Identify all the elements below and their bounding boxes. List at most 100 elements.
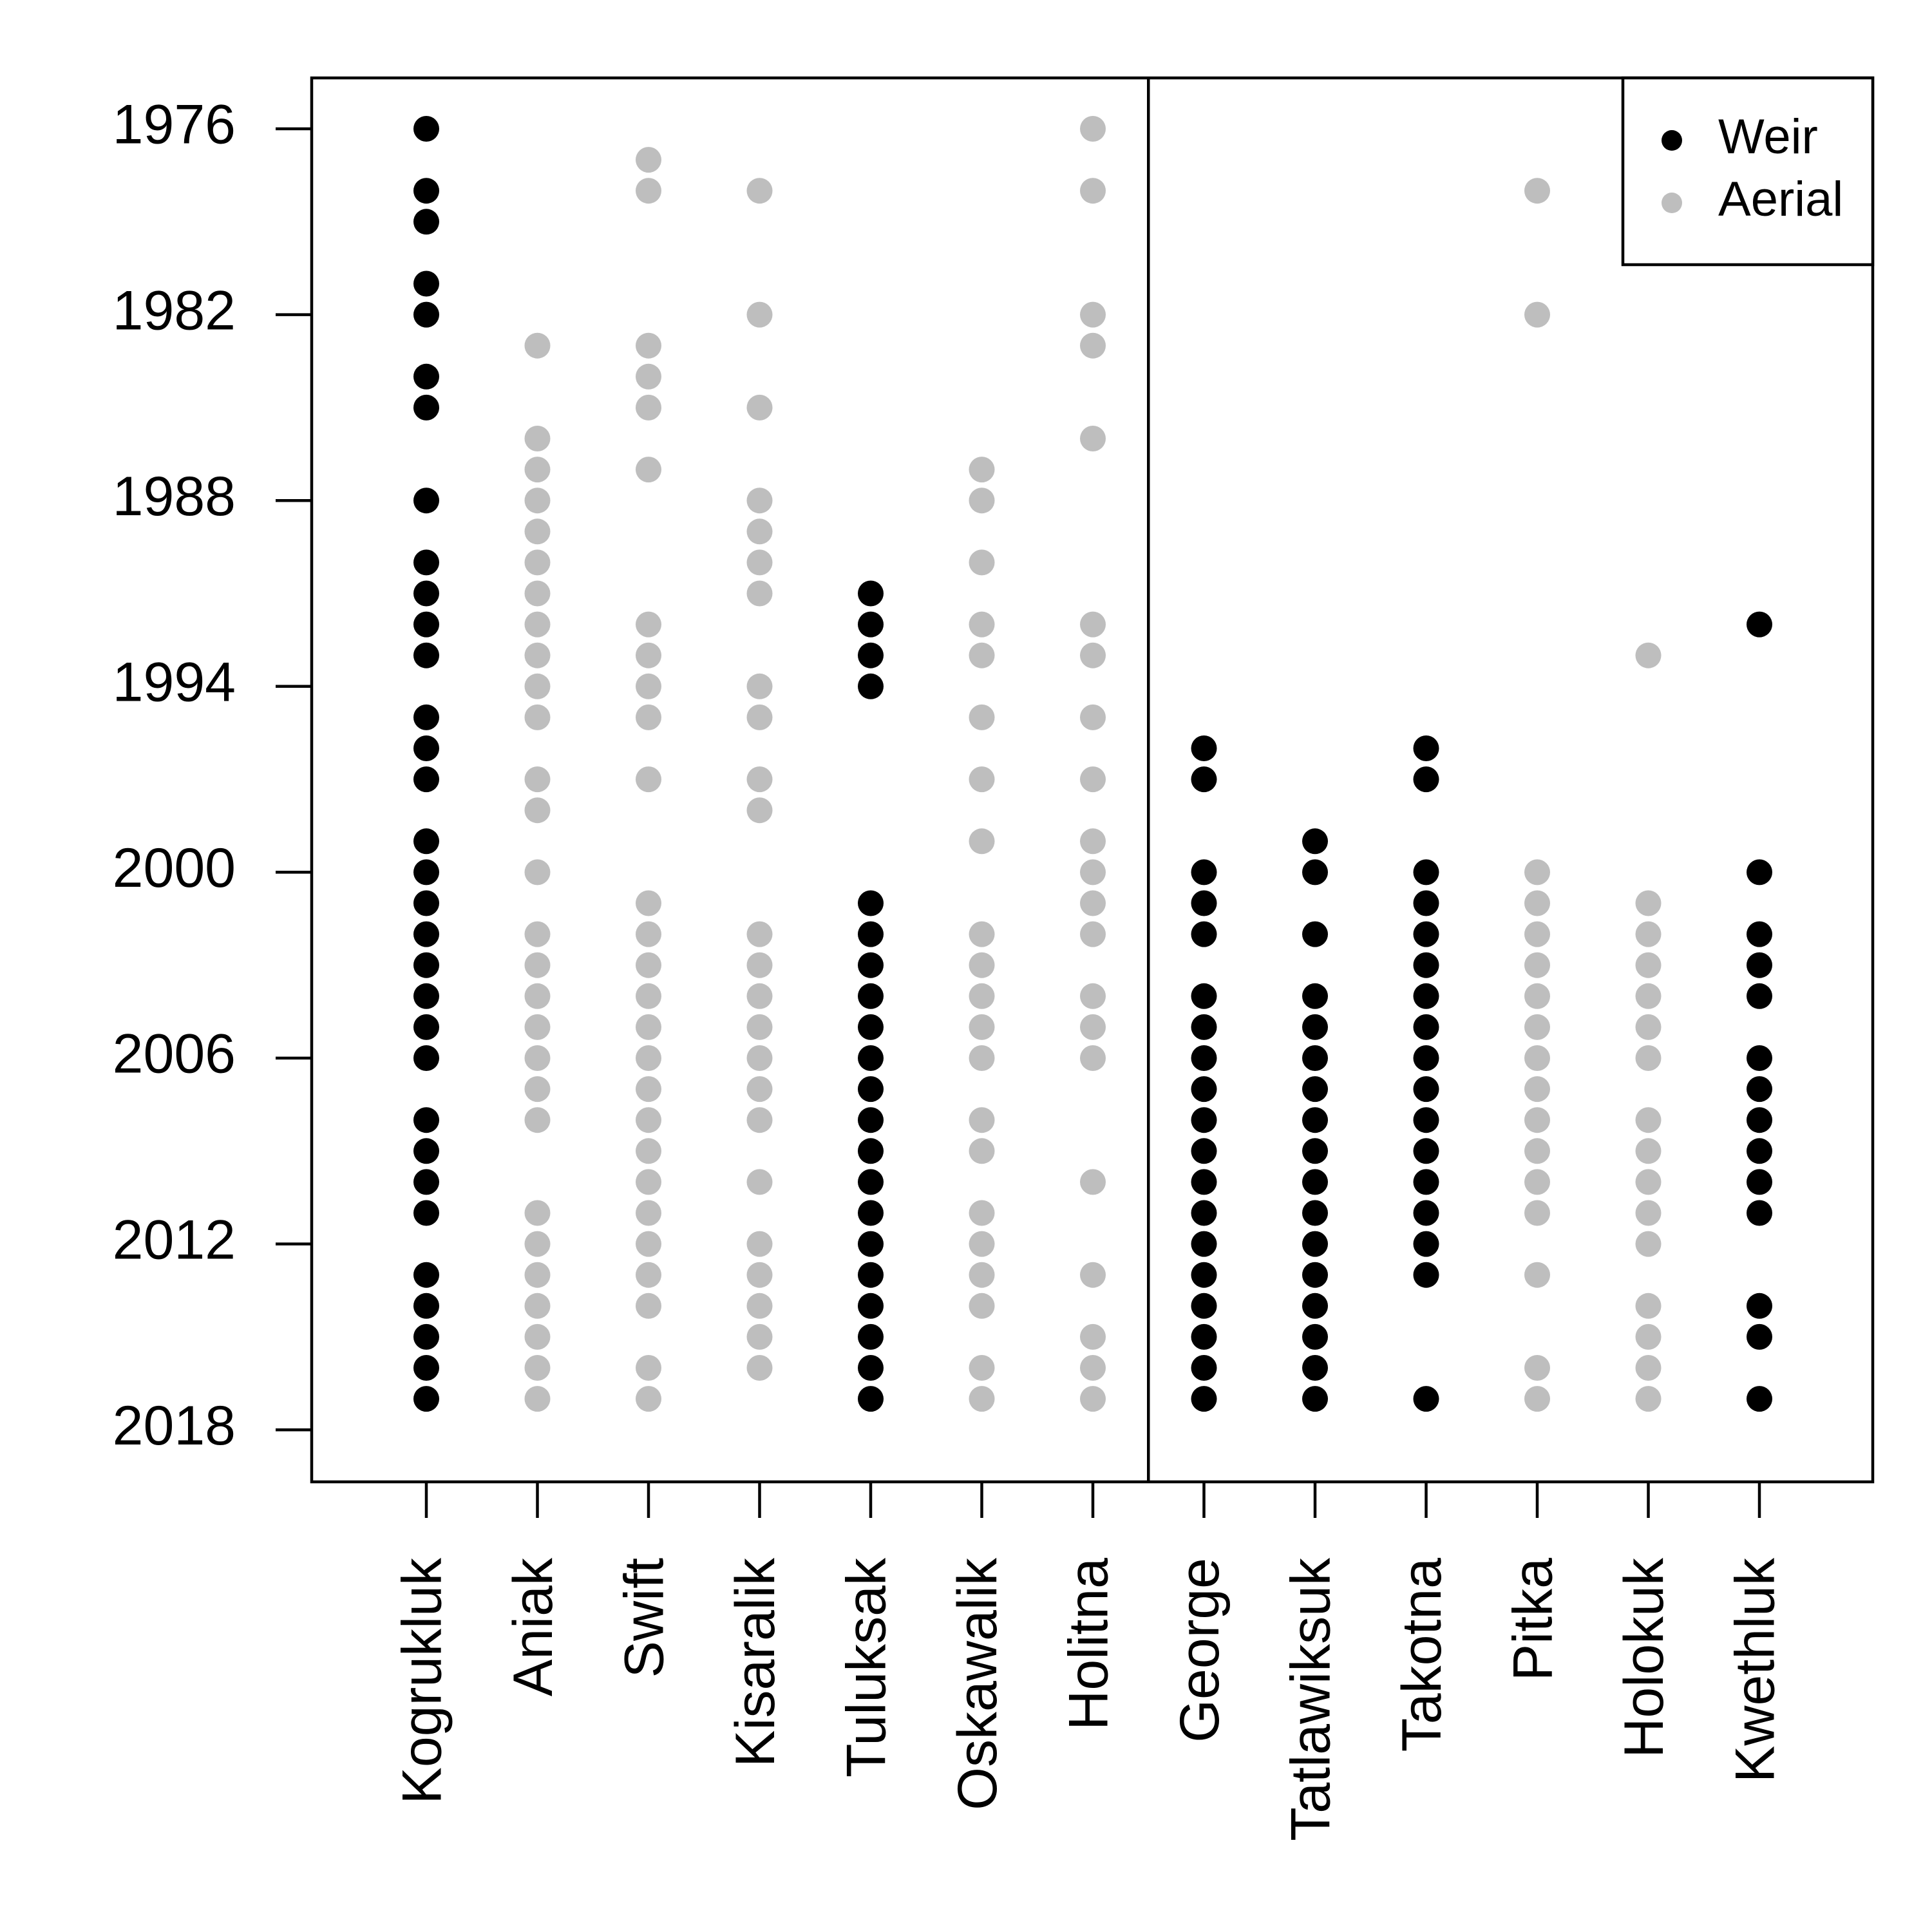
point-tuluksak-2013 — [858, 1262, 884, 1288]
point-swift-1994 — [636, 673, 661, 699]
point-oskawalik-1993 — [969, 642, 995, 668]
point-swift-2008 — [636, 1107, 661, 1133]
point-holokuk-2016 — [1635, 1355, 1662, 1381]
point-oskawalik-2002 — [969, 921, 995, 947]
legend-label-weir: Weir — [1718, 109, 1818, 164]
point-tatlawiksuk-2002 — [1302, 921, 1328, 947]
point-swift-2002 — [636, 921, 661, 947]
y-tick-label-2000: 2000 — [113, 837, 236, 899]
point-tatlawiksuk-2013 — [1302, 1262, 1328, 1288]
point-pitka-2007 — [1524, 1076, 1550, 1103]
point-george-2017 — [1191, 1386, 1217, 1412]
point-pitka-2001 — [1524, 890, 1550, 916]
point-swift-2007 — [636, 1076, 661, 1103]
y-tick-label-1988: 1988 — [113, 466, 236, 527]
point-george-2005 — [1191, 1014, 1217, 1040]
point-pitka-2005 — [1524, 1014, 1550, 1040]
point-aniak-1986 — [524, 426, 551, 451]
point-george-1997 — [1191, 766, 1217, 793]
point-takotna-2002 — [1413, 921, 1439, 947]
point-aniak-2016 — [524, 1355, 551, 1381]
point-aniak-2007 — [524, 1076, 551, 1103]
point-takotna-2009 — [1413, 1138, 1439, 1164]
point-kisaralik-2002 — [746, 921, 773, 947]
point-holokuk-2008 — [1635, 1107, 1662, 1133]
point-kisaralik-1989 — [746, 518, 773, 545]
point-george-2013 — [1191, 1262, 1217, 1288]
x-tick-label-tatlawiksuk: Tatlawiksuk — [1280, 1557, 1342, 1841]
x-tick-label-aniak: Aniak — [502, 1557, 564, 1696]
point-tatlawiksuk-2009 — [1302, 1138, 1328, 1164]
point-kogrukluk-2016 — [413, 1355, 439, 1381]
point-aniak-2012 — [524, 1231, 551, 1257]
point-oskawalik-1997 — [969, 766, 995, 793]
point-aniak-1993 — [524, 642, 551, 668]
point-swift-2012 — [636, 1231, 661, 1257]
point-kwethluk-2011 — [1747, 1200, 1772, 1226]
point-aniak-2005 — [524, 1014, 551, 1040]
point-tuluksak-1994 — [858, 673, 884, 699]
point-aniak-2013 — [524, 1262, 551, 1288]
point-kwethluk-2006 — [1747, 1045, 1772, 1071]
point-takotna-2010 — [1413, 1169, 1439, 1195]
point-holitna-1992 — [1080, 611, 1106, 638]
point-oskawalik-1987 — [969, 457, 995, 483]
point-kogrukluk-1992 — [413, 611, 439, 638]
point-kisaralik-1978 — [746, 178, 773, 204]
x-tick-label-kwethluk: Kwethluk — [1725, 1557, 1786, 1783]
point-swift-1995 — [636, 704, 661, 730]
point-aniak-1990 — [524, 549, 551, 576]
point-oskawalik-1990 — [969, 549, 995, 576]
point-george-2012 — [1191, 1231, 1217, 1257]
point-kisaralik-2008 — [746, 1107, 773, 1133]
point-kogrukluk-2003 — [413, 952, 439, 978]
point-holitna-1993 — [1080, 642, 1106, 668]
point-kogrukluk-2000 — [413, 859, 439, 886]
point-tuluksak-2014 — [858, 1293, 884, 1319]
point-aniak-1983 — [524, 332, 551, 359]
point-holitna-1978 — [1080, 178, 1106, 204]
point-swift-2004 — [636, 983, 661, 1009]
point-swift-2017 — [636, 1386, 661, 1412]
x-tick-label-takotna: Takotna — [1391, 1558, 1453, 1752]
point-pitka-1978 — [1524, 178, 1550, 204]
point-oskawalik-2003 — [969, 952, 995, 978]
point-kwethluk-2000 — [1747, 859, 1772, 886]
point-kogrukluk-2017 — [413, 1386, 439, 1412]
point-takotna-2012 — [1413, 1231, 1439, 1257]
point-kogrukluk-2008 — [413, 1107, 439, 1133]
point-kogrukluk-1981 — [413, 270, 439, 297]
point-kogrukluk-2015 — [413, 1323, 439, 1350]
point-holitna-1995 — [1080, 704, 1106, 730]
point-takotna-2013 — [1413, 1262, 1439, 1288]
point-holokuk-2004 — [1635, 983, 1662, 1009]
point-george-2011 — [1191, 1200, 1217, 1226]
point-kwethluk-1992 — [1747, 611, 1772, 638]
point-pitka-2017 — [1524, 1386, 1550, 1412]
point-kogrukluk-1979 — [413, 209, 439, 235]
point-holokuk-2001 — [1635, 890, 1662, 916]
point-swift-2009 — [636, 1138, 661, 1164]
point-kwethluk-2009 — [1747, 1138, 1772, 1164]
point-holitna-2016 — [1080, 1355, 1106, 1381]
point-takotna-2005 — [1413, 1014, 1439, 1040]
point-tatlawiksuk-2007 — [1302, 1076, 1328, 1103]
point-george-2000 — [1191, 859, 1217, 886]
point-holokuk-2012 — [1635, 1231, 1662, 1257]
point-tatlawiksuk-2011 — [1302, 1200, 1328, 1226]
point-swift-1984 — [636, 363, 661, 390]
point-kogrukluk-1976 — [413, 116, 439, 142]
y-axis: 1976 1982 1988 1994 2000 2006 2012 2018 — [113, 94, 312, 1457]
point-kwethluk-2017 — [1747, 1386, 1772, 1412]
point-holitna-1982 — [1080, 301, 1106, 328]
point-kogrukluk-1984 — [413, 363, 439, 390]
point-swift-1978 — [636, 178, 661, 204]
x-tick-label-tuluksak: Tuluksak — [836, 1557, 898, 1777]
point-tuluksak-1992 — [858, 611, 884, 638]
point-pitka-2010 — [1524, 1169, 1550, 1195]
point-kisaralik-1995 — [746, 704, 773, 730]
point-takotna-2007 — [1413, 1076, 1439, 1103]
point-kisaralik-2004 — [746, 983, 773, 1009]
point-kogrukluk-2005 — [413, 1014, 439, 1040]
point-oskawalik-2014 — [969, 1293, 995, 1319]
